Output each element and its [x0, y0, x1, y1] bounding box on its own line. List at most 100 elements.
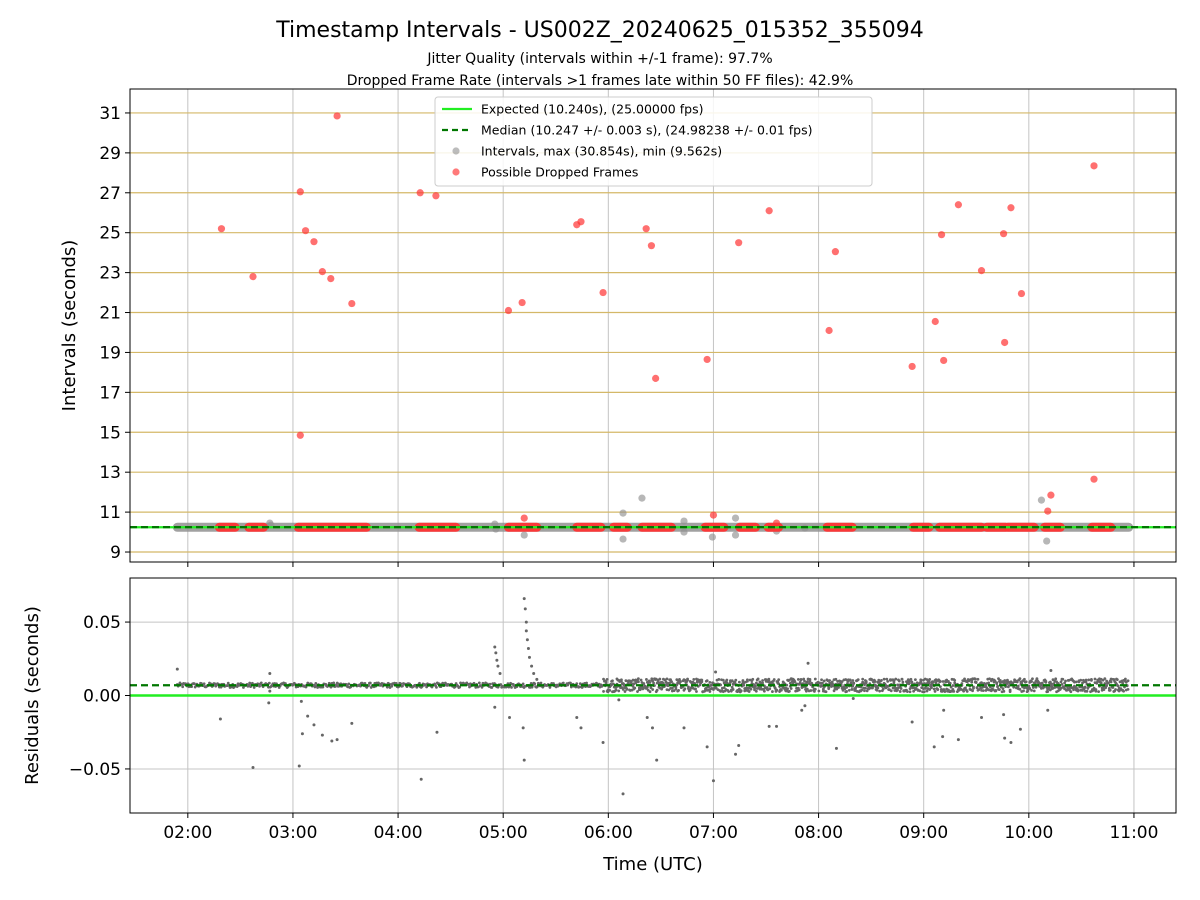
residual-point [1002, 713, 1006, 717]
residual-point [529, 681, 533, 685]
residual-point [670, 686, 674, 690]
residual-point [980, 716, 984, 720]
residual-point [768, 687, 772, 691]
intervals-y-tick-label: 31 [99, 104, 121, 124]
residual-point [721, 678, 725, 682]
residual-point [1084, 680, 1088, 684]
interval-point [520, 531, 528, 539]
residual-point [1076, 688, 1080, 692]
residual-point [997, 677, 1000, 681]
residual-point [1007, 684, 1011, 687]
residual-point [949, 685, 953, 689]
residual-point [1123, 677, 1127, 681]
residual-point [956, 738, 960, 742]
residual-point [897, 679, 901, 683]
residual-point [350, 721, 354, 725]
residual-point [181, 685, 185, 689]
residual-point [1107, 681, 1110, 685]
residuals-y-axis-label: Residuals (seconds) [22, 606, 43, 785]
residual-point [458, 685, 462, 689]
residual-point [521, 682, 525, 686]
residual-point [708, 681, 712, 684]
residual-point [1087, 678, 1091, 682]
intervals-y-tick-label: 9 [110, 543, 121, 563]
residual-point [1115, 678, 1119, 681]
residual-point [933, 689, 937, 693]
residual-point [749, 687, 753, 691]
residual-points [175, 597, 1053, 796]
residual-point [510, 685, 513, 689]
residual-point [880, 678, 883, 682]
residual-point [988, 677, 991, 681]
residual-point [692, 677, 696, 681]
residual-point [539, 681, 543, 685]
intervals-y-tick-label: 21 [99, 304, 121, 324]
residuals-y-tick-label: 0.00 [83, 687, 121, 707]
residual-point [419, 777, 423, 781]
dropped-frame-point [296, 188, 304, 196]
dropped-frame-point [977, 267, 986, 275]
residual-point [754, 689, 758, 693]
residual-point [964, 686, 967, 690]
residual-point [863, 683, 866, 687]
time-x-tick-label: 02:00 [163, 823, 212, 843]
chart-subtitle-jitter: Jitter Quality (intervals within +/-1 fr… [426, 51, 772, 67]
time-x-tick-label: 08:00 [794, 823, 843, 843]
residuals-y-tick-label: −0.05 [69, 760, 121, 780]
residual-point [579, 726, 583, 730]
residual-point [1048, 686, 1051, 689]
interval-point [680, 517, 688, 525]
residual-point [645, 686, 649, 689]
residual-point [730, 685, 734, 689]
legend-intervals-label: Intervals, max (30.854s), min (9.562s) [481, 144, 722, 159]
residual-point [974, 681, 978, 684]
residual-point [604, 680, 608, 684]
residual-point [941, 735, 945, 739]
residuals-panel: 02:00 03:00 04:00 05:00 06:00 07:00 08:00 09:00… [22, 577, 1177, 875]
residual-point [1008, 688, 1012, 692]
residual-point [779, 688, 783, 692]
residual-point [734, 678, 738, 682]
residual-point [1002, 689, 1006, 693]
residual-point [1031, 677, 1034, 681]
intervals-plot-frame [129, 88, 1177, 563]
residual-point [633, 686, 637, 690]
intervals-y-tick-label: 17 [99, 383, 121, 403]
residual-point [981, 689, 985, 693]
residual-point [973, 677, 977, 681]
residual-point [777, 678, 781, 682]
residual-point [477, 681, 481, 685]
residual-point [989, 685, 992, 689]
residual-point [898, 690, 902, 693]
residual-point [652, 681, 655, 685]
residual-point [636, 680, 640, 684]
residual-point [997, 688, 1001, 692]
residual-point [751, 677, 755, 681]
residual-point [678, 680, 682, 683]
residual-point [927, 681, 931, 685]
residual-point [645, 678, 648, 681]
residual-point [622, 683, 626, 686]
residual-point [535, 677, 539, 681]
dropped-frame-point [940, 356, 948, 365]
residual-point [602, 690, 605, 693]
residual-point [1024, 680, 1028, 684]
residual-point [873, 680, 877, 683]
residual-point [575, 716, 579, 720]
intervals-axis-ticks: 9 11 13 15 17 19 21 23 25 27 29 31 [99, 104, 1135, 567]
time-x-tick-label: 09:00 [899, 823, 948, 843]
residual-point [621, 792, 625, 796]
residual-point [731, 688, 735, 691]
residual-point [1122, 689, 1125, 693]
residual-point [928, 677, 932, 681]
residual-point [1103, 677, 1107, 681]
residual-point [363, 682, 367, 685]
residual-point [1018, 687, 1022, 691]
residual-point [932, 745, 936, 749]
residual-point [725, 678, 729, 682]
residual-point [800, 708, 804, 712]
interval-point [731, 514, 740, 522]
dropped-frame-point [518, 298, 526, 307]
dropped-frame-point [318, 268, 326, 276]
chart-title: Timestamp Intervals - US002Z_20240625_01… [275, 18, 924, 43]
